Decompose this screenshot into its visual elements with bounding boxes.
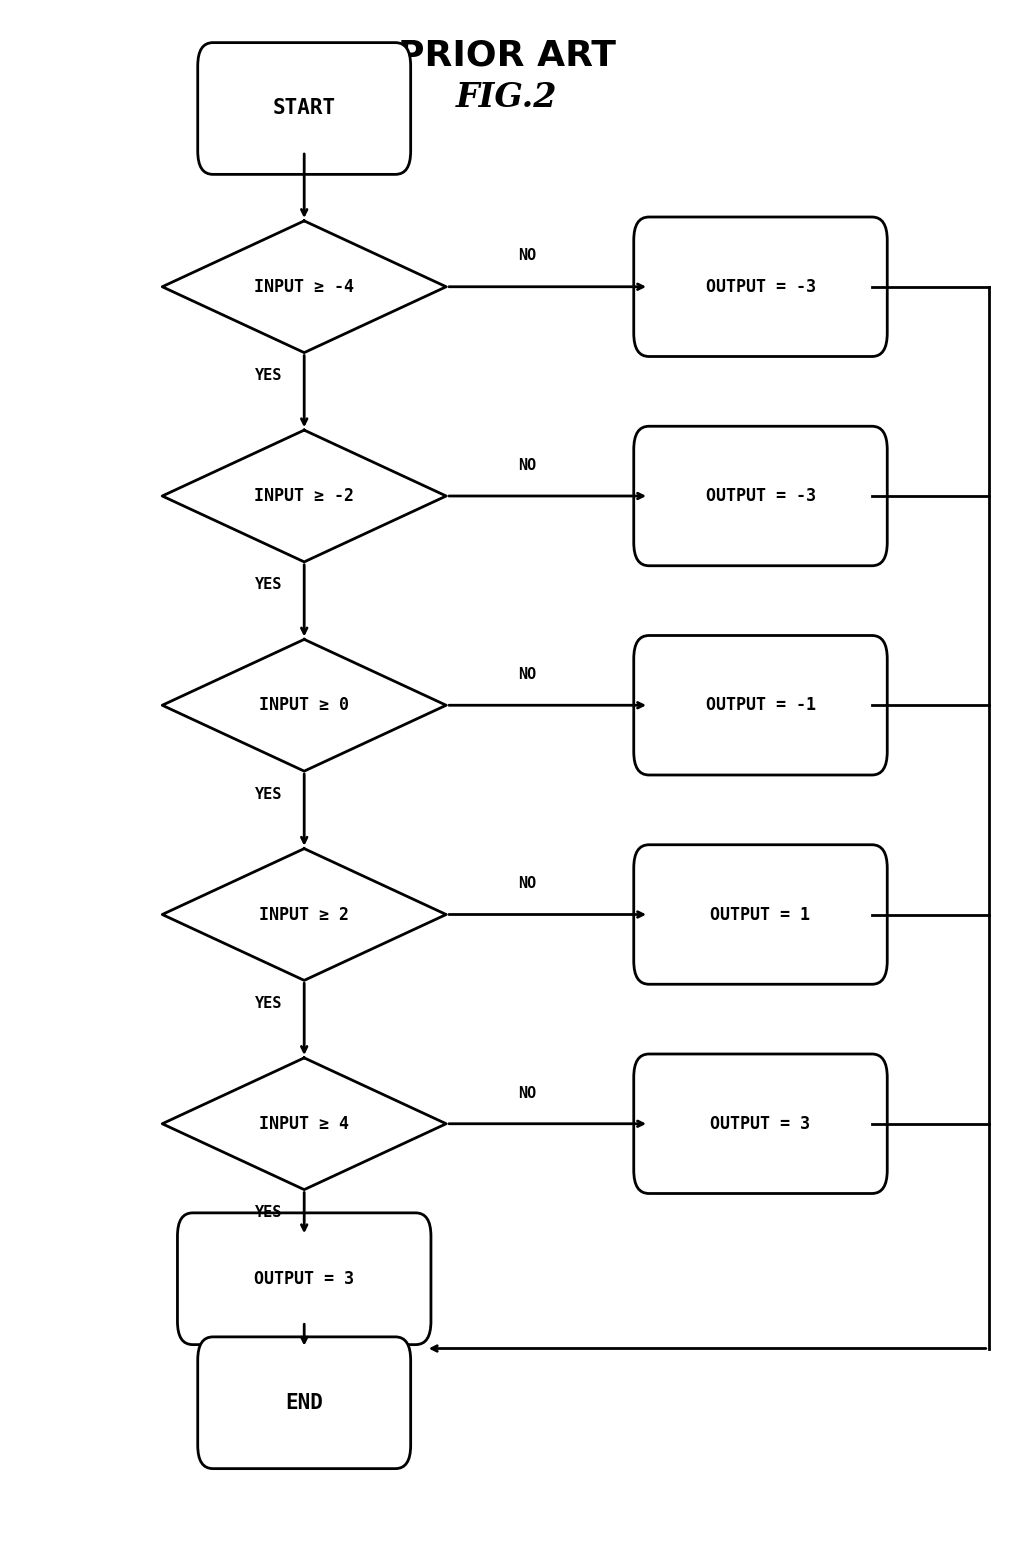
Text: INPUT ≥ -4: INPUT ≥ -4 xyxy=(255,277,354,296)
Text: OUTPUT = -1: OUTPUT = -1 xyxy=(706,696,815,715)
Text: OUTPUT = 3: OUTPUT = 3 xyxy=(255,1269,354,1288)
Text: INPUT ≥ 4: INPUT ≥ 4 xyxy=(260,1114,349,1133)
FancyBboxPatch shape xyxy=(634,1054,887,1194)
FancyBboxPatch shape xyxy=(198,42,411,175)
Text: YES: YES xyxy=(256,997,282,1011)
Text: OUTPUT = -3: OUTPUT = -3 xyxy=(706,277,815,296)
Text: YES: YES xyxy=(256,577,282,592)
Text: OUTPUT = 1: OUTPUT = 1 xyxy=(711,905,810,924)
Text: NO: NO xyxy=(518,666,536,682)
Text: YES: YES xyxy=(256,369,282,383)
Text: YES: YES xyxy=(256,786,282,801)
FancyBboxPatch shape xyxy=(634,426,887,566)
Text: PRIOR ART: PRIOR ART xyxy=(399,39,615,73)
Text: NO: NO xyxy=(518,457,536,473)
Text: INPUT ≥ -2: INPUT ≥ -2 xyxy=(255,487,354,505)
Text: NO: NO xyxy=(518,1085,536,1100)
Text: START: START xyxy=(273,99,336,118)
FancyBboxPatch shape xyxy=(634,636,887,775)
Text: OUTPUT = -3: OUTPUT = -3 xyxy=(706,487,815,505)
Text: INPUT ≥ 2: INPUT ≥ 2 xyxy=(260,905,349,924)
Text: INPUT ≥ 0: INPUT ≥ 0 xyxy=(260,696,349,715)
FancyBboxPatch shape xyxy=(198,1336,411,1469)
Text: YES: YES xyxy=(256,1206,282,1220)
Text: NO: NO xyxy=(518,248,536,264)
FancyBboxPatch shape xyxy=(634,217,887,356)
Text: OUTPUT = 3: OUTPUT = 3 xyxy=(711,1114,810,1133)
FancyBboxPatch shape xyxy=(177,1212,431,1344)
Text: END: END xyxy=(285,1393,323,1412)
FancyBboxPatch shape xyxy=(634,845,887,984)
Text: FIG.2: FIG.2 xyxy=(456,81,558,113)
Text: NO: NO xyxy=(518,876,536,891)
